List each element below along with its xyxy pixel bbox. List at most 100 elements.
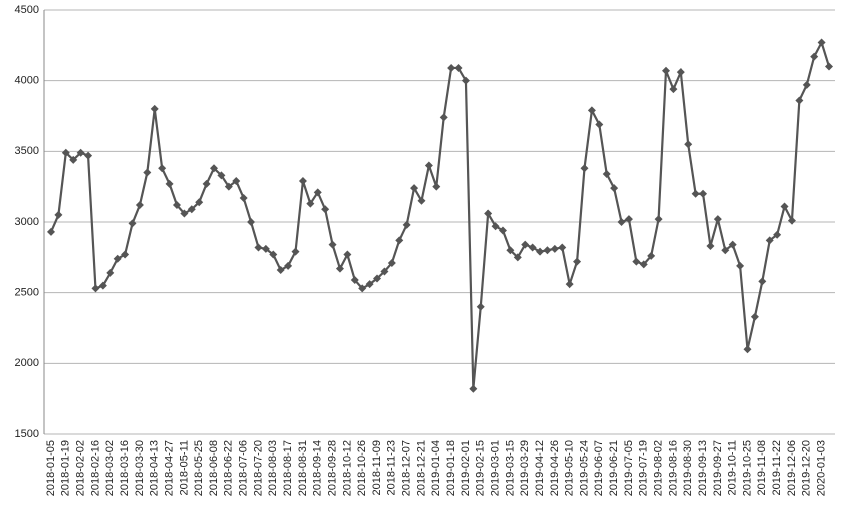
x-tick-label: 2019-12-20	[801, 440, 813, 496]
marker	[506, 246, 515, 255]
marker	[106, 268, 115, 277]
marker	[461, 76, 470, 85]
x-tick-label: 2019-04-26	[549, 440, 561, 496]
marker	[684, 140, 693, 149]
marker	[313, 188, 322, 197]
x-tick-label: 2019-02-01	[460, 440, 472, 496]
marker	[98, 281, 107, 290]
y-tick-label: 3500	[15, 145, 39, 157]
x-tick-label: 2019-07-05	[623, 440, 635, 496]
marker	[424, 161, 433, 170]
marker	[565, 280, 574, 289]
marker	[269, 250, 278, 259]
marker	[802, 80, 811, 89]
y-tick-label: 2500	[15, 287, 39, 299]
x-tick-label: 2019-03-01	[489, 440, 501, 496]
y-tick-label: 4000	[15, 75, 39, 87]
marker	[521, 240, 530, 249]
marker	[780, 202, 789, 211]
marker	[484, 209, 493, 218]
marker	[587, 106, 596, 115]
marker	[61, 148, 70, 157]
marker	[647, 251, 656, 260]
marker	[121, 250, 130, 259]
marker	[180, 209, 189, 218]
marker	[54, 210, 63, 219]
marker	[195, 198, 204, 207]
marker	[573, 257, 582, 266]
x-tick-label: 2019-01-04	[430, 440, 442, 496]
x-tick-label: 2018-03-16	[119, 440, 131, 496]
x-tick-label: 2018-10-26	[356, 440, 368, 496]
marker	[654, 215, 663, 224]
marker	[165, 179, 174, 188]
x-tick-label: 2019-11-22	[771, 440, 783, 495]
marker	[91, 284, 100, 293]
marker	[469, 384, 478, 393]
marker	[395, 236, 404, 245]
y-tick-label: 1500	[15, 428, 39, 440]
marker	[239, 193, 248, 202]
marker	[135, 201, 144, 210]
x-tick-label: 2018-08-03	[267, 440, 279, 496]
x-tick-label: 2019-02-15	[475, 440, 487, 496]
marker	[298, 177, 307, 186]
marker	[172, 201, 181, 210]
marker	[328, 240, 337, 249]
x-tick-label: 2018-12-21	[415, 440, 427, 496]
x-tick-label: 2019-08-02	[652, 440, 664, 496]
marker	[624, 215, 633, 224]
marker	[143, 168, 152, 177]
x-tick-label: 2018-05-25	[193, 440, 205, 496]
marker	[210, 164, 219, 173]
marker	[306, 199, 315, 208]
marker	[713, 215, 722, 224]
marker	[817, 38, 826, 47]
marker	[661, 66, 670, 75]
marker	[543, 246, 552, 255]
marker	[773, 230, 782, 239]
marker	[373, 274, 382, 283]
x-tick-label: 2018-07-20	[252, 440, 264, 496]
x-tick-label: 2019-08-30	[682, 440, 694, 496]
marker	[550, 244, 559, 253]
x-tick-label: 2018-11-23	[386, 440, 398, 495]
x-tick-label: 2018-09-28	[326, 440, 338, 496]
x-tick-label: 2018-12-07	[401, 440, 413, 496]
x-tick-label: 2019-01-18	[445, 440, 457, 496]
marker	[202, 179, 211, 188]
marker	[224, 182, 233, 191]
x-tick-label: 2019-10-11	[727, 440, 739, 495]
marker	[498, 226, 507, 235]
marker	[528, 243, 537, 252]
x-tick-label: 2019-08-16	[667, 440, 679, 496]
x-tick-label: 2018-05-11	[178, 440, 190, 495]
marker	[580, 164, 589, 173]
marker	[536, 247, 545, 256]
y-tick-label: 2000	[15, 357, 39, 369]
y-tick-label: 3000	[15, 216, 39, 228]
marker	[232, 177, 241, 186]
marker	[825, 62, 833, 71]
x-tick-label: 2018-06-22	[223, 440, 235, 496]
x-tick-label: 2019-09-13	[697, 440, 709, 496]
marker	[284, 261, 293, 270]
marker	[691, 189, 700, 198]
marker	[69, 155, 78, 164]
marker	[706, 242, 715, 251]
x-tick-label: 2018-04-13	[149, 440, 161, 496]
marker	[795, 96, 804, 105]
marker	[669, 85, 678, 94]
marker	[787, 216, 796, 225]
marker	[513, 253, 522, 262]
marker	[380, 267, 389, 276]
x-tick-label: 2018-03-30	[134, 440, 146, 496]
marker	[358, 284, 367, 293]
x-tick-label: 2019-06-07	[593, 440, 605, 496]
x-tick-label: 2019-11-08	[756, 440, 768, 495]
x-tick-label: 2019-10-25	[741, 440, 753, 496]
x-tick-label: 2018-01-05	[45, 440, 57, 496]
marker	[610, 184, 619, 193]
x-tick-label: 2019-04-12	[534, 440, 546, 496]
marker	[639, 260, 648, 269]
